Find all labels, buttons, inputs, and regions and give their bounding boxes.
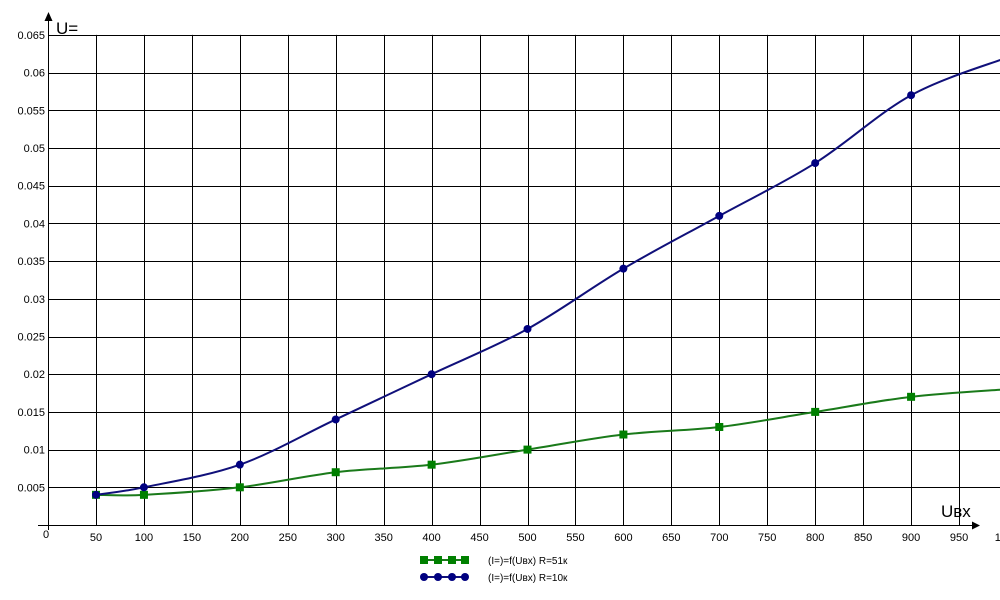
data-point <box>331 415 340 424</box>
data-point <box>235 483 244 492</box>
series-line <box>95 388 1000 497</box>
y-tick-label: 0.015 <box>17 407 45 419</box>
legend-marker <box>461 573 469 581</box>
y-tick-label: 0.05 <box>24 143 45 155</box>
y-tick-label: 0.045 <box>17 181 45 193</box>
legend-item: (I=)=f(Uвх) R=10к <box>420 573 568 584</box>
x-tick-label: 600 <box>614 532 632 544</box>
legend-marker <box>461 556 469 564</box>
x-tick-label: 900 <box>902 532 920 544</box>
x-tick-label: 500 <box>518 532 536 544</box>
data-point <box>715 211 724 220</box>
data-point <box>427 370 436 379</box>
axes: U= Uвх 0 <box>38 12 980 541</box>
data-point <box>715 422 724 431</box>
series-line <box>95 58 1000 496</box>
series-1 <box>92 388 1000 499</box>
origin-label: 0 <box>43 529 49 541</box>
data-point <box>523 324 532 333</box>
x-tick-label: 350 <box>374 532 392 544</box>
y-axis-title: U= <box>56 19 78 38</box>
x-tick-label: 750 <box>758 532 776 544</box>
x-axis-title: Uвх <box>941 502 971 521</box>
data-point <box>139 483 148 492</box>
x-tick-label: 550 <box>566 532 584 544</box>
grid <box>48 34 1000 525</box>
y-tick-label: 0.03 <box>24 294 45 306</box>
legend-marker <box>448 556 456 564</box>
y-tick-label: 0.055 <box>17 105 45 117</box>
y-tick-label: 0.025 <box>17 332 45 344</box>
data-point <box>811 159 820 168</box>
legend-marker <box>420 556 428 564</box>
y-tick-label: 0.035 <box>17 256 45 268</box>
data-point <box>811 407 820 416</box>
series-2 <box>92 58 1000 499</box>
x-tick-label: 100 <box>135 532 153 544</box>
legend-item: (I=)=f(Uвх) R=51к <box>420 556 568 567</box>
legend: (I=)=f(Uвх) R=51к (I=)=f(Uвх) R=10к <box>420 556 568 584</box>
legend-marker <box>420 573 428 581</box>
y-tick-label: 0.065 <box>17 30 45 42</box>
data-point <box>523 445 532 454</box>
x-tick-label: 850 <box>854 532 872 544</box>
legend-marker <box>434 556 442 564</box>
data-point <box>907 91 916 100</box>
x-tick-label: 200 <box>231 532 249 544</box>
x-tick-label: 450 <box>470 532 488 544</box>
data-point <box>619 430 628 439</box>
x-tick-label: 700 <box>710 532 728 544</box>
tick-labels: 50 100 150 200 250 300 350 400 450 500 550 600 650 70… <box>17 30 1000 544</box>
series <box>92 58 1000 499</box>
x-tick-label: 250 <box>279 532 297 544</box>
x-tick-label: 300 <box>327 532 345 544</box>
data-point <box>331 468 340 477</box>
data-point <box>907 392 916 401</box>
x-tick-label: 950 <box>950 532 968 544</box>
x-tick-label: 800 <box>806 532 824 544</box>
data-point <box>235 460 244 469</box>
y-tick-label: 0.005 <box>17 482 45 494</box>
x-axis-arrow <box>972 521 980 530</box>
y-tick-label: 0.01 <box>24 445 45 457</box>
legend-marker <box>448 573 456 581</box>
y-tick-label: 0.04 <box>24 218 45 230</box>
y-tick-label: 0.02 <box>24 369 45 381</box>
data-point <box>619 264 628 273</box>
data-point <box>427 460 436 469</box>
x-tick-label: 150 <box>183 532 201 544</box>
data-point <box>139 490 148 499</box>
x-tick-label: 1000 <box>995 532 1000 544</box>
data-point <box>92 490 100 499</box>
x-tick-label: 650 <box>662 532 680 544</box>
legend-marker <box>434 573 442 581</box>
legend-label: (I=)=f(Uвх) R=10к <box>488 573 568 584</box>
y-axis-arrow <box>44 12 53 21</box>
legend-label: (I=)=f(Uвх) R=51к <box>488 556 568 567</box>
y-tick-label: 0.06 <box>24 68 45 80</box>
x-tick-label: 50 <box>90 532 102 544</box>
x-tick-label: 400 <box>422 532 440 544</box>
